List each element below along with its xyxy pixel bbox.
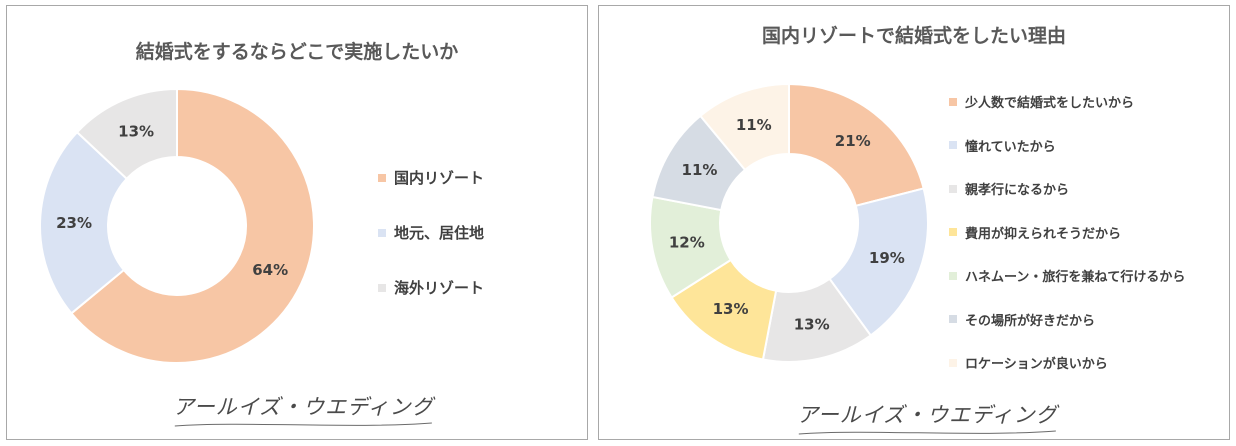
donut-slice xyxy=(75,87,178,181)
legend-swatch-icon xyxy=(949,228,957,236)
legend-label: 少人数で結婚式をしたいから xyxy=(965,96,1135,111)
legend-label: 地元、居住地 xyxy=(394,224,485,242)
legend-label: ハネムーン・旅行を兼ねて行けるから xyxy=(965,270,1186,285)
donut-slice xyxy=(70,87,315,364)
donut-slice xyxy=(39,130,129,315)
legend-label: 憧れていたから xyxy=(965,139,1056,155)
legend-item: ハネムーン・旅行を兼ねて行けるから xyxy=(949,266,1185,285)
chart-title: 結婚式をするならどこで実施したいか xyxy=(135,41,459,63)
legend-label: 国内リゾート xyxy=(394,169,485,187)
legend-swatch-icon xyxy=(949,271,957,280)
donut-slice xyxy=(828,187,929,337)
legend-item: 親孝行になるから xyxy=(949,179,1069,198)
data-label: 23% xyxy=(56,214,92,232)
logo-swash-icon xyxy=(174,422,432,427)
legend-swatch-icon xyxy=(949,141,957,149)
brand-logo-text: アールイズ・ウエディング xyxy=(173,395,434,419)
donut-slice xyxy=(788,82,925,208)
data-label: 13% xyxy=(713,300,749,318)
data-label: 13% xyxy=(118,122,154,140)
legend-item: 憧れていたから xyxy=(949,136,1056,155)
legend-swatch-icon xyxy=(378,228,386,237)
legend-swatch-icon xyxy=(949,315,957,323)
data-label: 13% xyxy=(794,315,830,333)
data-label: 64% xyxy=(252,261,288,279)
legend-label: 費用が抑えられそうだから xyxy=(965,226,1122,242)
data-label: 21% xyxy=(835,132,871,150)
legend-label: 親孝行になるから xyxy=(965,183,1070,198)
brand-logo-text: アールイズ・ウエディング xyxy=(797,403,1058,427)
legend-item: 国内リゾート xyxy=(378,167,484,188)
data-label: 11% xyxy=(682,161,718,179)
brand-logo: アールイズ・ウエディング xyxy=(173,391,434,427)
data-label: 19% xyxy=(869,249,905,267)
legend-swatch-icon xyxy=(949,184,957,193)
donut-chart-reasons: 21% 19% 13% 13% 12% 11% 11% xyxy=(649,82,929,363)
chart-title: 国内リゾートで結婚式をしたい理由 xyxy=(761,25,1066,47)
data-label: 11% xyxy=(736,116,772,134)
legend-item: 海外リゾート xyxy=(378,277,484,298)
legend-swatch-icon xyxy=(378,173,386,182)
legend-item: その場所が好きだから xyxy=(949,310,1095,329)
legend-item: 地元、居住地 xyxy=(378,222,484,243)
legend-swatch-icon xyxy=(378,283,386,292)
donut-slice xyxy=(698,82,790,172)
chart-panel-domestic-resort-reasons: 国内リゾートで結婚式をしたい理由 21% 19% 13% 13% 12% 11% 11% 少… xyxy=(598,5,1230,440)
donut-chart-location: 64% 23% 13% xyxy=(39,87,315,364)
legend-label: 海外リゾート xyxy=(394,279,485,297)
chart-panel-wedding-location: 結婚式をするならどこで実施したいか 64% 23% 13% 国内リゾート 地元、居住地… xyxy=(6,5,588,440)
legend-label: ロケーションが良いから xyxy=(965,357,1108,372)
brand-logo: アールイズ・ウエディング xyxy=(797,399,1058,435)
legend-item: 少人数で結婚式をしたいから xyxy=(949,92,1134,111)
legend-swatch-icon xyxy=(949,358,957,367)
legend-item: 費用が抑えられそうだから xyxy=(949,223,1121,242)
legend-swatch-icon xyxy=(949,97,957,106)
logo-swash-icon xyxy=(798,430,1056,435)
data-label: 12% xyxy=(669,233,705,251)
legend-label: その場所が好きだから xyxy=(965,313,1096,329)
legend-item: ロケーションが良いから xyxy=(949,353,1108,372)
